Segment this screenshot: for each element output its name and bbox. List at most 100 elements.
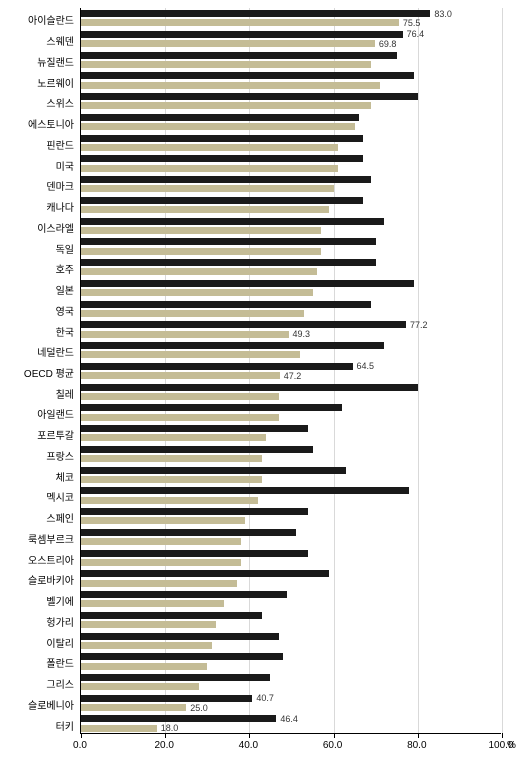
bar-pair (81, 257, 501, 278)
value-label: 77.2 (410, 320, 428, 330)
bar-dark (81, 52, 397, 59)
x-axis-title: % (507, 740, 516, 751)
category-label: 스페인 (46, 510, 74, 525)
category-label: 스웨덴 (46, 33, 74, 48)
category-label: 포르투갈 (37, 427, 74, 442)
bar-light (81, 455, 262, 462)
value-label: 18.0 (161, 723, 179, 733)
bar-row (81, 527, 501, 548)
x-tick-label: 80.0 (407, 740, 426, 751)
category-label: 미국 (56, 158, 74, 173)
bar-light (81, 580, 237, 587)
bar-row (81, 174, 501, 195)
bar-pair (81, 91, 501, 112)
category-label: 프랑스 (46, 448, 74, 463)
bar-light (81, 434, 266, 441)
bar-row (81, 195, 501, 216)
bar-light (81, 268, 317, 275)
employment-rate-chart: 아이슬란드스웨덴뉴질랜드노르웨이스위스에스토니아핀란드미국덴마크캐나다이스라엘독… (0, 0, 529, 772)
bar-light (81, 372, 280, 379)
bar-dark (81, 404, 342, 411)
category-label: 핀란드 (46, 137, 74, 152)
category-label: 슬로베니아 (28, 697, 74, 712)
bar-row (81, 693, 501, 714)
category-label: 슬로바키아 (28, 572, 74, 587)
category-label: 스위스 (46, 95, 74, 110)
bar-dark (81, 612, 262, 619)
bar-light (81, 289, 313, 296)
bar-pair (81, 651, 501, 672)
bar-row (81, 589, 501, 610)
bar-light (81, 40, 375, 47)
category-label: 한국 (56, 324, 74, 339)
bar-light (81, 331, 289, 338)
bar-pair (81, 672, 501, 693)
bar-light (81, 123, 355, 130)
bar-pair (81, 485, 501, 506)
bar-row (81, 672, 501, 693)
bar-light (81, 248, 321, 255)
bar-row (81, 402, 501, 423)
bar-row (81, 91, 501, 112)
bar-row (81, 506, 501, 527)
bar-pair (81, 547, 501, 568)
bar-light (81, 351, 300, 358)
category-label: 벨기에 (46, 593, 74, 608)
bar-pair (81, 174, 501, 195)
category-label: 덴마크 (46, 178, 74, 193)
bar-dark (81, 10, 430, 17)
category-label: 그리스 (46, 676, 74, 691)
bar-pair (81, 112, 501, 133)
x-tick (502, 733, 503, 738)
bar-light (81, 206, 329, 213)
gridline (502, 8, 503, 733)
bar-pair (81, 132, 501, 153)
bar-pair (81, 215, 501, 236)
bar-light (81, 19, 399, 26)
bar-dark (81, 487, 409, 494)
bar-dark (81, 425, 308, 432)
bar-pair (81, 402, 501, 423)
x-tick-label: 40.0 (239, 740, 258, 751)
y-axis-labels: 아이슬란드스웨덴뉴질랜드노르웨이스위스에스토니아핀란드미국덴마크캐나다이스라엘독… (0, 8, 78, 734)
bar-row (81, 610, 501, 631)
bar-light (81, 517, 245, 524)
bar-dark (81, 135, 363, 142)
bar-light (81, 61, 371, 68)
category-label: 체코 (56, 469, 74, 484)
bar-pair (81, 693, 501, 714)
bar-dark (81, 301, 371, 308)
bar-pair (81, 319, 501, 340)
bar-light (81, 621, 216, 628)
bar-pair (81, 70, 501, 91)
bar-row (81, 464, 501, 485)
bar-dark (81, 176, 371, 183)
bar-pair (81, 236, 501, 257)
bar-dark (81, 218, 384, 225)
bar-row (81, 485, 501, 506)
bar-dark (81, 238, 376, 245)
bar-light (81, 559, 241, 566)
bar-light (81, 476, 262, 483)
bar-row (81, 423, 501, 444)
bar-dark (81, 93, 418, 100)
category-label: 네덜란드 (37, 344, 74, 359)
bar-row (81, 112, 501, 133)
value-label: 69.8 (379, 39, 397, 49)
bar-dark (81, 529, 296, 536)
category-label: 캐나다 (46, 199, 74, 214)
category-label: 에스토니아 (28, 116, 74, 131)
bar-pair (81, 49, 501, 70)
bar-light (81, 165, 338, 172)
category-label: 멕시코 (46, 489, 74, 504)
bar-row (81, 215, 501, 236)
category-label: 터키 (56, 718, 74, 733)
category-label: 이스라엘 (37, 220, 74, 235)
bar-pair (81, 278, 501, 299)
category-label: OECD 평균 (24, 365, 74, 380)
bar-pair (81, 153, 501, 174)
bar-light (81, 102, 371, 109)
bar-row (81, 340, 501, 361)
value-label: 75.5 (403, 18, 421, 28)
bar-row (81, 547, 501, 568)
